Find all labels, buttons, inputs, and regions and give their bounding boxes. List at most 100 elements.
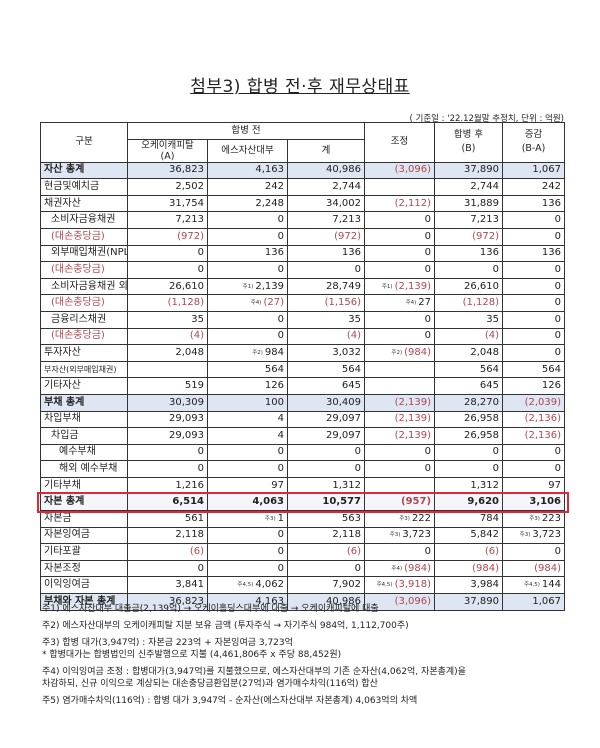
cell-value: 0 bbox=[354, 446, 362, 458]
header-es-asset: 에스자산대부 bbox=[207, 138, 288, 163]
cell-value: 0 bbox=[197, 463, 204, 475]
cell-adjustment bbox=[364, 377, 436, 395]
cell-value: (957) bbox=[401, 496, 432, 508]
cell-value: 10,577 bbox=[322, 496, 362, 508]
cell-value: 0 bbox=[277, 263, 284, 275]
cell-value: 31,889 bbox=[464, 197, 500, 209]
cell-value: 부자산(외부매입채권) bbox=[44, 364, 117, 374]
cell-value: 2,139 bbox=[255, 280, 284, 292]
row-label: 외부매입채권(NPL) bbox=[40, 244, 128, 263]
cell-es-asset: 주2) 984 bbox=[207, 344, 288, 362]
cell-post-merger: 26,610 bbox=[434, 277, 504, 296]
cell-post-merger: 136 bbox=[434, 244, 504, 263]
cell-adjustment: (2,139) bbox=[364, 393, 436, 412]
cell-adjustment: 0 bbox=[364, 460, 436, 478]
cell-value: 1,067 bbox=[532, 595, 562, 607]
cell-post-merger: 0 bbox=[434, 443, 504, 462]
cell-es-asset: 97 bbox=[207, 476, 288, 495]
cell-value: (2,139) bbox=[394, 413, 432, 425]
cell-ok-capital: 6,514 bbox=[127, 493, 208, 512]
cell-value: 3,841 bbox=[175, 579, 204, 591]
table-row: 기타자산 519 126 645 645 126 bbox=[40, 377, 566, 395]
cell-value: 차입금 bbox=[51, 429, 79, 441]
row-label: 해외 예수부채 bbox=[40, 460, 128, 478]
cell-es-asset: 0 bbox=[207, 443, 288, 462]
cell-value: 2,502 bbox=[175, 180, 204, 192]
cell-value: (984) bbox=[472, 562, 500, 574]
footnote-marker: 주1) bbox=[242, 283, 254, 290]
cell-es-asset: 주4,5) 4,062 bbox=[207, 576, 288, 595]
cell-es-asset: 0 bbox=[207, 261, 288, 279]
cell-value: (4) bbox=[346, 330, 362, 342]
row-label: 자본조정 bbox=[40, 559, 128, 578]
note-2: 주2) 에스자산대부의 오케이캐피탈 지분 보유 금액 (투자주식 → 자기주식… bbox=[42, 621, 409, 631]
cell-post-merger: 28,270 bbox=[434, 393, 504, 412]
cell-change: 3,106 bbox=[502, 493, 566, 512]
cell-adjustment: (2,139) bbox=[364, 410, 436, 429]
cell-post-merger: (984) bbox=[434, 559, 504, 578]
cell-value: 26,958 bbox=[464, 413, 500, 425]
cell-value: (972) bbox=[334, 230, 362, 242]
cell-adjustment: 0 bbox=[364, 327, 436, 346]
cell-value: 1 bbox=[277, 512, 284, 524]
footnotes: 주1) 에스자산대부 대출금(2,139억) → 오케이홀딩스대부에 대출 → … bbox=[42, 603, 572, 712]
cell-value: 29,097 bbox=[326, 429, 362, 441]
cell-value: 40,986 bbox=[326, 595, 362, 607]
cell-value: (1,128) bbox=[462, 297, 500, 309]
cell-value: 97 bbox=[271, 479, 284, 491]
cell-sum: 2,118 bbox=[286, 526, 366, 545]
cell-value: 2,248 bbox=[255, 197, 284, 209]
cell-adjustment: 0 bbox=[364, 310, 436, 329]
cell-change: 136 bbox=[502, 244, 566, 263]
footnote-marker: 주2) bbox=[391, 349, 403, 356]
table-row: 투자자산 2,048 주2) 984 3,032 주2) (984) 2,048 0 bbox=[40, 344, 566, 362]
cell-adjustment: 주4) (984) bbox=[364, 559, 436, 578]
cell-ok-capital bbox=[127, 360, 208, 379]
cell-post-merger: 784 bbox=[434, 510, 504, 528]
row-label: (대손충당금) bbox=[40, 294, 128, 312]
cell-value: 4,163 bbox=[255, 164, 284, 176]
table-row: 자산 총계 36,823 4,163 40,986 (3,096) 37,890 1,067 bbox=[40, 161, 566, 180]
cell-post-merger: 1,312 bbox=[434, 476, 504, 495]
cell-value: 136 bbox=[541, 197, 562, 209]
cell-value: 0 bbox=[354, 562, 362, 574]
cell-sum: 28,749 bbox=[286, 277, 366, 296]
note-1: 주1) 에스자산대부 대출금(2,139억) → 오케이홀딩스대부에 대출 → … bbox=[42, 604, 379, 614]
cell-value: 소비자금융채권 bbox=[51, 214, 116, 226]
cell-adjustment: 0 bbox=[364, 443, 436, 462]
cell-value: 136 bbox=[479, 247, 500, 259]
cell-post-merger: 9,620 bbox=[434, 493, 504, 512]
cell-value: 부채와 자본 총계 bbox=[44, 595, 116, 607]
cell-value: 0 bbox=[424, 463, 432, 475]
cell-es-asset: 0 bbox=[207, 526, 288, 545]
cell-adjustment: 0 bbox=[364, 261, 436, 279]
row-label: 부채 총계 bbox=[40, 393, 128, 412]
cell-value: 35 bbox=[191, 313, 204, 325]
cell-es-asset: 564 bbox=[207, 360, 288, 379]
cell-value: 784 bbox=[479, 512, 500, 524]
cell-adjustment: 0 bbox=[364, 244, 436, 263]
row-label: 부자산(외부매입채권) bbox=[40, 360, 128, 379]
cell-change: (984) bbox=[502, 559, 566, 578]
cell-value: 2,118 bbox=[332, 529, 362, 541]
cell-change: (2,039) bbox=[502, 393, 566, 412]
cell-value: 0 bbox=[197, 247, 204, 259]
footnote-marker: 주4) bbox=[250, 300, 262, 307]
table-row: (대손충당금) (972) 0 (972) 0 (972) 0 bbox=[40, 227, 566, 246]
cell-value: 0 bbox=[354, 463, 362, 475]
row-label: 기타부채 bbox=[40, 476, 128, 495]
row-label: (대손충당금) bbox=[40, 227, 128, 246]
cell-value: 0 bbox=[554, 280, 562, 292]
row-label: 기타자산 bbox=[40, 377, 128, 395]
cell-adjustment: 주3) 222 bbox=[364, 510, 436, 528]
cell-post-merger: (6) bbox=[434, 543, 504, 561]
cell-ok-capital: 7,213 bbox=[127, 211, 208, 229]
cell-value: 7,213 bbox=[332, 214, 362, 226]
cell-value: 0 bbox=[277, 214, 284, 226]
cell-value: 222 bbox=[411, 512, 432, 524]
table-row: (대손충당금) (1,128) 주4) (27) (1,156) 주4) 27 (1,128)… bbox=[40, 294, 566, 312]
table-row: 자본조정 0 0 0 주4) (984) (984) (984) bbox=[40, 559, 566, 578]
cell-value: (3,918) bbox=[394, 579, 432, 591]
cell-adjustment: 0 bbox=[364, 211, 436, 229]
header-adjustment: 조정 bbox=[364, 122, 436, 163]
